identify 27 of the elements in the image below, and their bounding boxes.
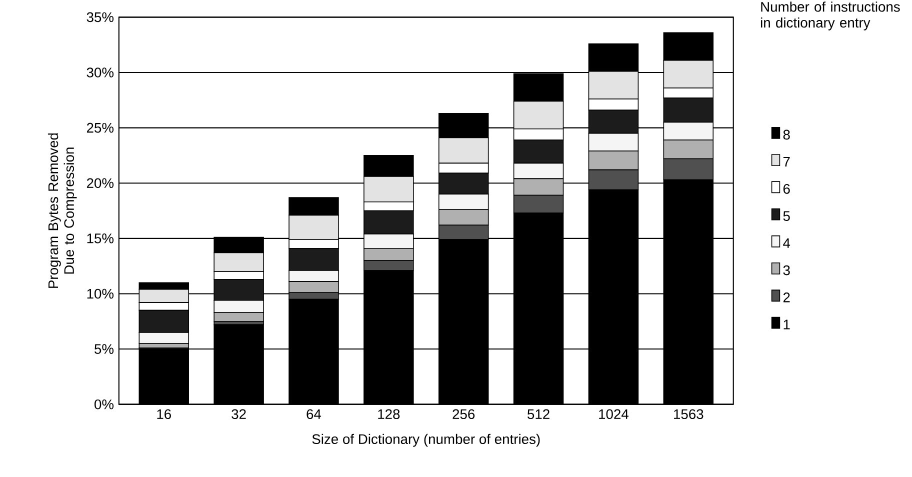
y-tick-label: 15%: [87, 234, 114, 244]
x-tick-label: 256: [452, 409, 475, 420]
y-tick-label: 20%: [86, 178, 114, 188]
y-tick-label: 10%: [87, 288, 114, 299]
y-tick-label: 5%: [94, 344, 114, 354]
legend-label: 6: [783, 184, 790, 194]
x-tick-label: 512: [528, 409, 550, 420]
legend-label: 8: [783, 130, 790, 140]
legend-label: 5: [783, 211, 790, 221]
x-tick-label: 16: [157, 409, 171, 420]
legend-label: 1: [784, 320, 790, 330]
x-tick-label: 1563: [674, 409, 704, 420]
y-tick-label: 25%: [86, 122, 114, 133]
y-tick-label: 35%: [86, 12, 114, 22]
y-tick-label: 30%: [86, 68, 114, 78]
x-tick-label: 32: [232, 409, 246, 420]
legend-label: 2: [783, 292, 790, 302]
x-tick-label: 64: [306, 409, 322, 420]
legend-label: 3: [783, 265, 790, 276]
x-axis-title: Size of Dictionary (number of entries): [312, 434, 540, 447]
x-tick-label: 1024: [599, 409, 628, 420]
legend-label: 4: [783, 238, 790, 248]
legend-title: Number of instructions in dictionary entry: [760, 2, 900, 30]
x-tick-label: 128: [378, 409, 400, 420]
y-axis-title: Program Bytes Removed Due to Compression: [48, 133, 77, 288]
legend-label: 7: [783, 157, 790, 167]
y-tick-label: 0%: [94, 399, 114, 410]
